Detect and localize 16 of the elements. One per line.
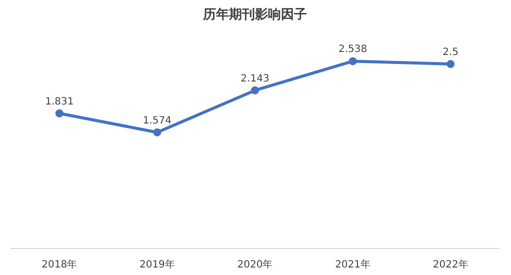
point <box>348 57 357 66</box>
data-label: 2.538 <box>338 44 368 56</box>
x-tick-label: 2020年 <box>237 258 273 270</box>
data-label: 2.5 <box>442 47 459 58</box>
point <box>446 60 455 68</box>
data-label: 1.574 <box>142 115 172 126</box>
point <box>251 86 259 94</box>
x-tick-label: 2022年 <box>432 258 468 270</box>
point <box>153 128 162 136</box>
data-label: 2.143 <box>240 73 270 84</box>
x-tick-label: 2018年 <box>42 258 78 270</box>
x-tick-label: 2021年 <box>335 258 371 270</box>
chart-title: 历年期刊影响因子 <box>202 8 307 22</box>
point <box>55 109 64 118</box>
x-tick-label: 2019年 <box>139 258 175 270</box>
data-label: 1.831 <box>45 96 74 108</box>
